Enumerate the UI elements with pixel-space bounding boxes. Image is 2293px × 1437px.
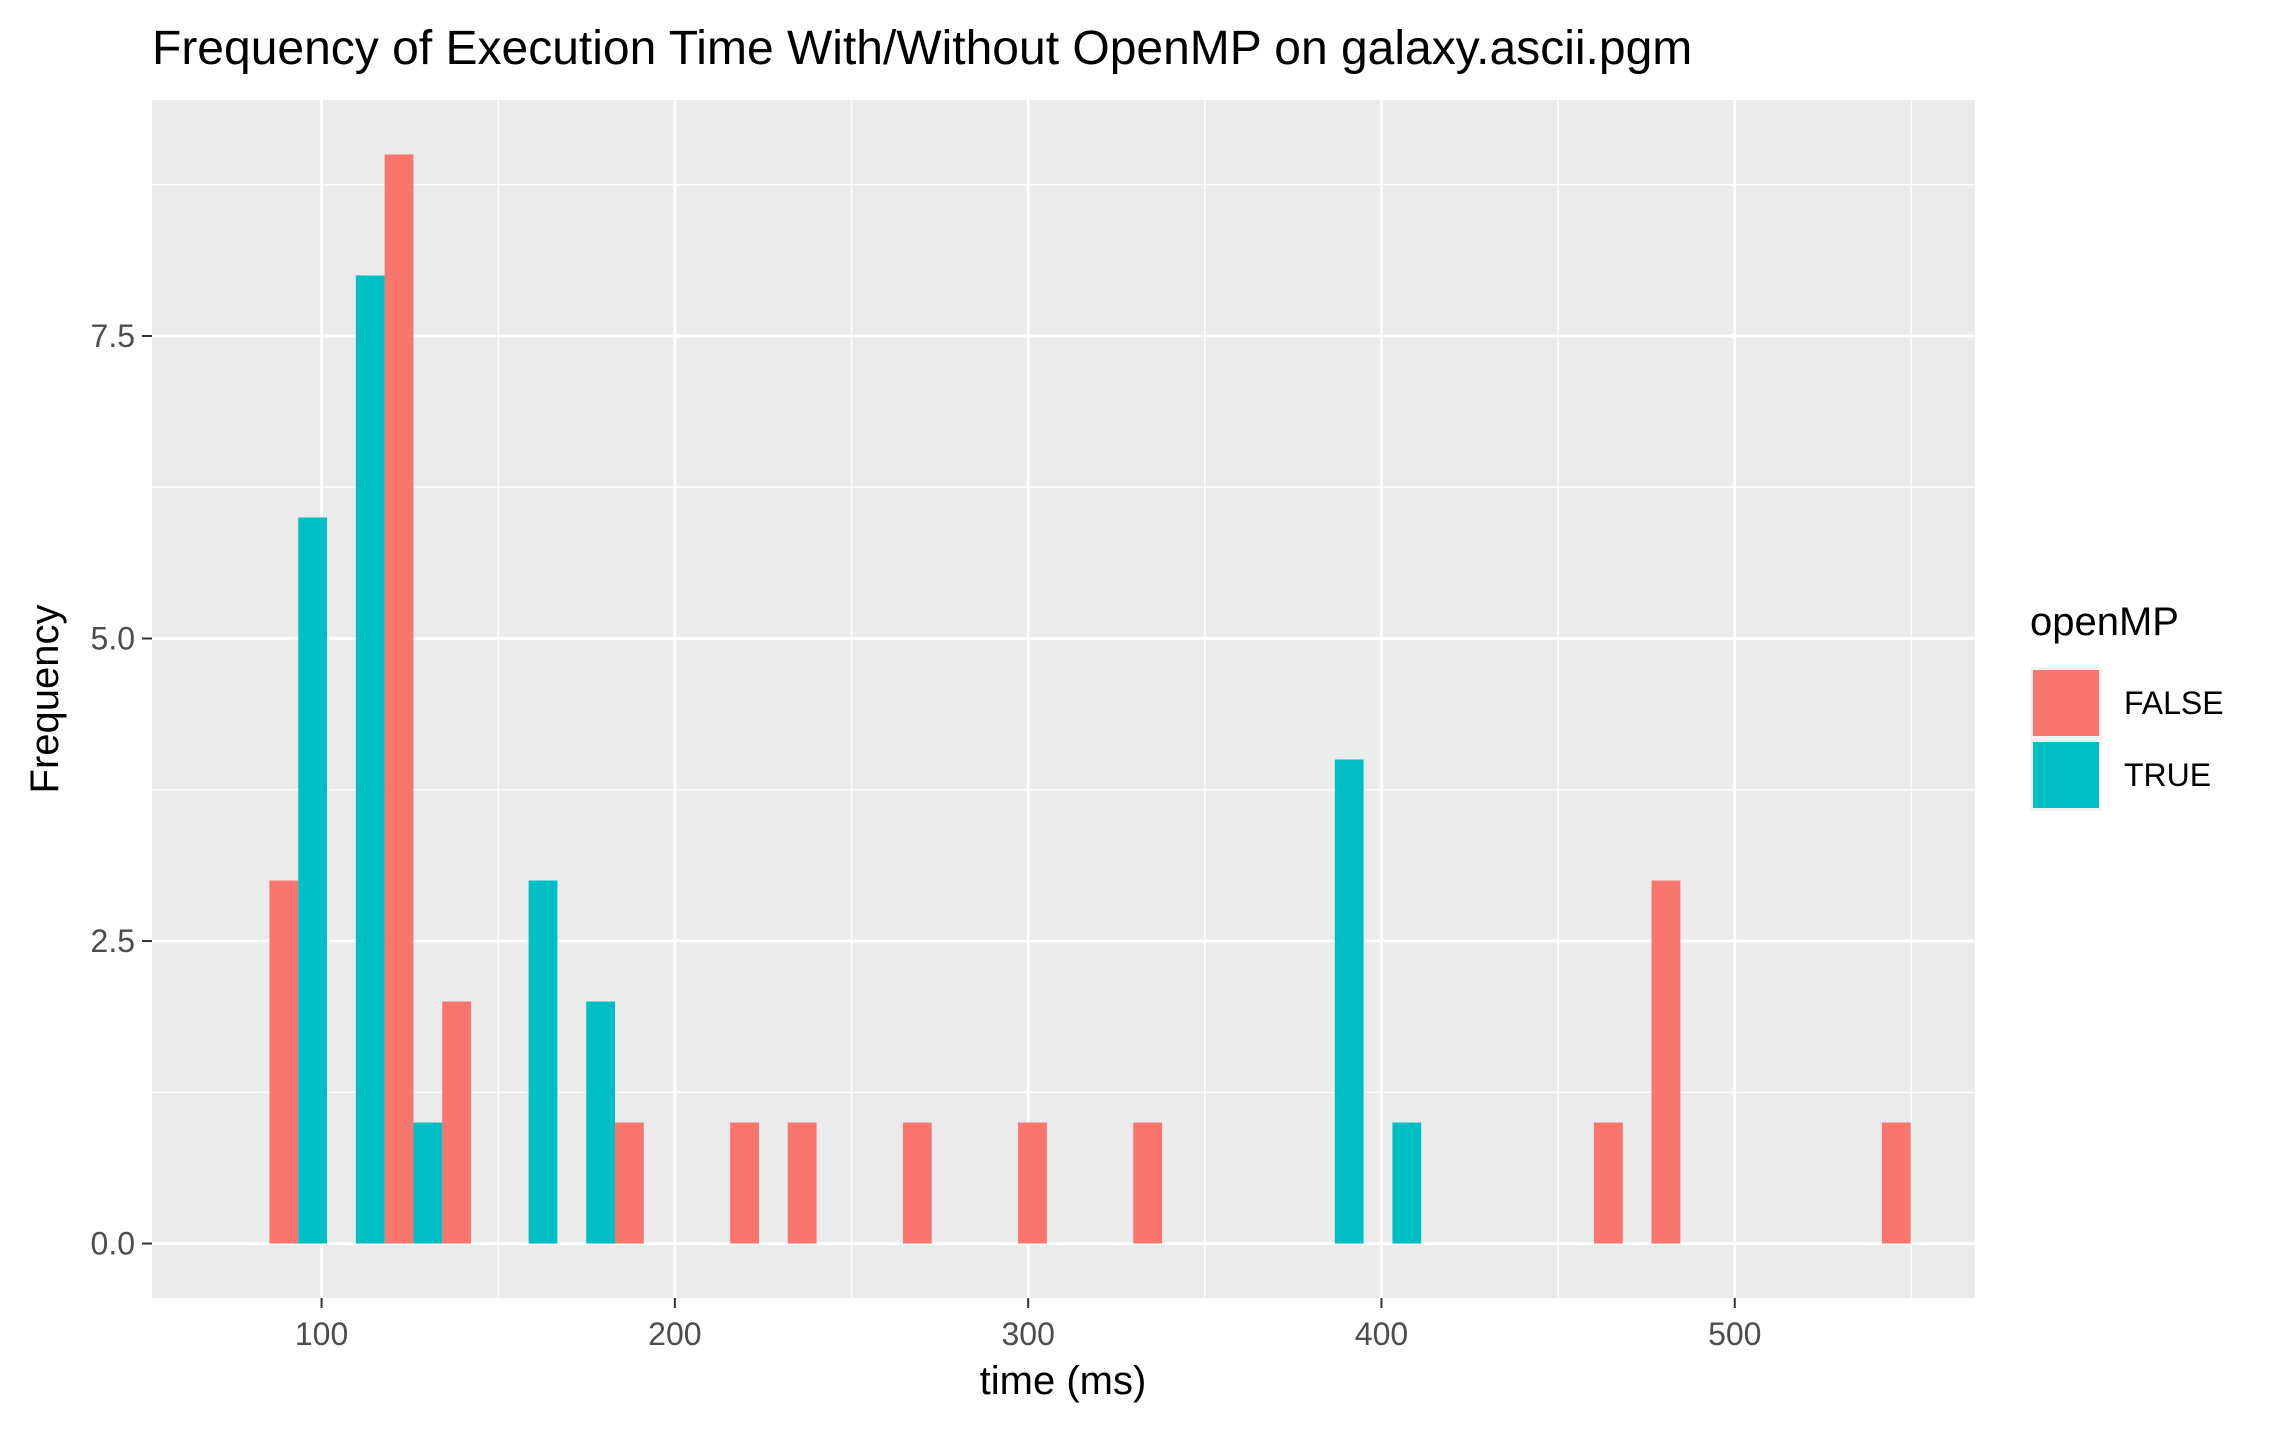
legend-title: openMP (2030, 600, 2179, 644)
y-axis: 0.0 2.5 5.0 7.5 (91, 318, 152, 1262)
bar-true (298, 517, 328, 1244)
bar-false (442, 1001, 472, 1244)
legend-label-true: TRUE (2124, 757, 2211, 793)
bar-false (730, 1122, 759, 1244)
legend-items: FALSE TRUE (2030, 667, 2224, 811)
bar-false (1651, 880, 1681, 1244)
legend-swatch-false (2033, 670, 2099, 736)
y-tick-label: 7.5 (91, 318, 135, 354)
x-tick-label: 200 (648, 1316, 701, 1352)
x-tick-label: 300 (1001, 1316, 1054, 1352)
y-tick-label: 5.0 (91, 620, 135, 656)
bar-true (1334, 759, 1364, 1244)
bars (269, 154, 1911, 1244)
y-tick-label: 2.5 (91, 923, 135, 959)
y-tick-label: 0.0 (91, 1226, 135, 1262)
x-axis: 100 200 300 400 500 (295, 1298, 1761, 1352)
y-axis-title: Frequency (23, 605, 67, 794)
bar-false (1133, 1122, 1163, 1244)
legend-swatch-true (2033, 742, 2099, 808)
x-tick-label: 500 (1708, 1316, 1761, 1352)
bar-false (1593, 1122, 1623, 1244)
legend-label-false: FALSE (2124, 685, 2224, 721)
bar-true (413, 1122, 443, 1244)
bar-true (586, 1001, 615, 1244)
bar-true (528, 880, 558, 1244)
bar-false (614, 1122, 644, 1244)
chart-title: Frequency of Execution Time With/Without… (152, 22, 1692, 75)
bar-false (1018, 1122, 1047, 1244)
x-tick-label: 400 (1355, 1316, 1408, 1352)
x-axis-title: time (ms) (980, 1359, 1147, 1403)
bar-false (902, 1122, 932, 1244)
bar-false (269, 880, 299, 1244)
bar-false (1881, 1122, 1911, 1244)
x-tick-label: 100 (295, 1316, 348, 1352)
bar-false (787, 1122, 817, 1244)
bar-true (1392, 1122, 1422, 1244)
legend: openMP FALSE TRUE (2030, 600, 2224, 811)
bar-true (355, 275, 385, 1244)
plot-panel (152, 100, 1975, 1298)
bar-false (384, 154, 414, 1244)
